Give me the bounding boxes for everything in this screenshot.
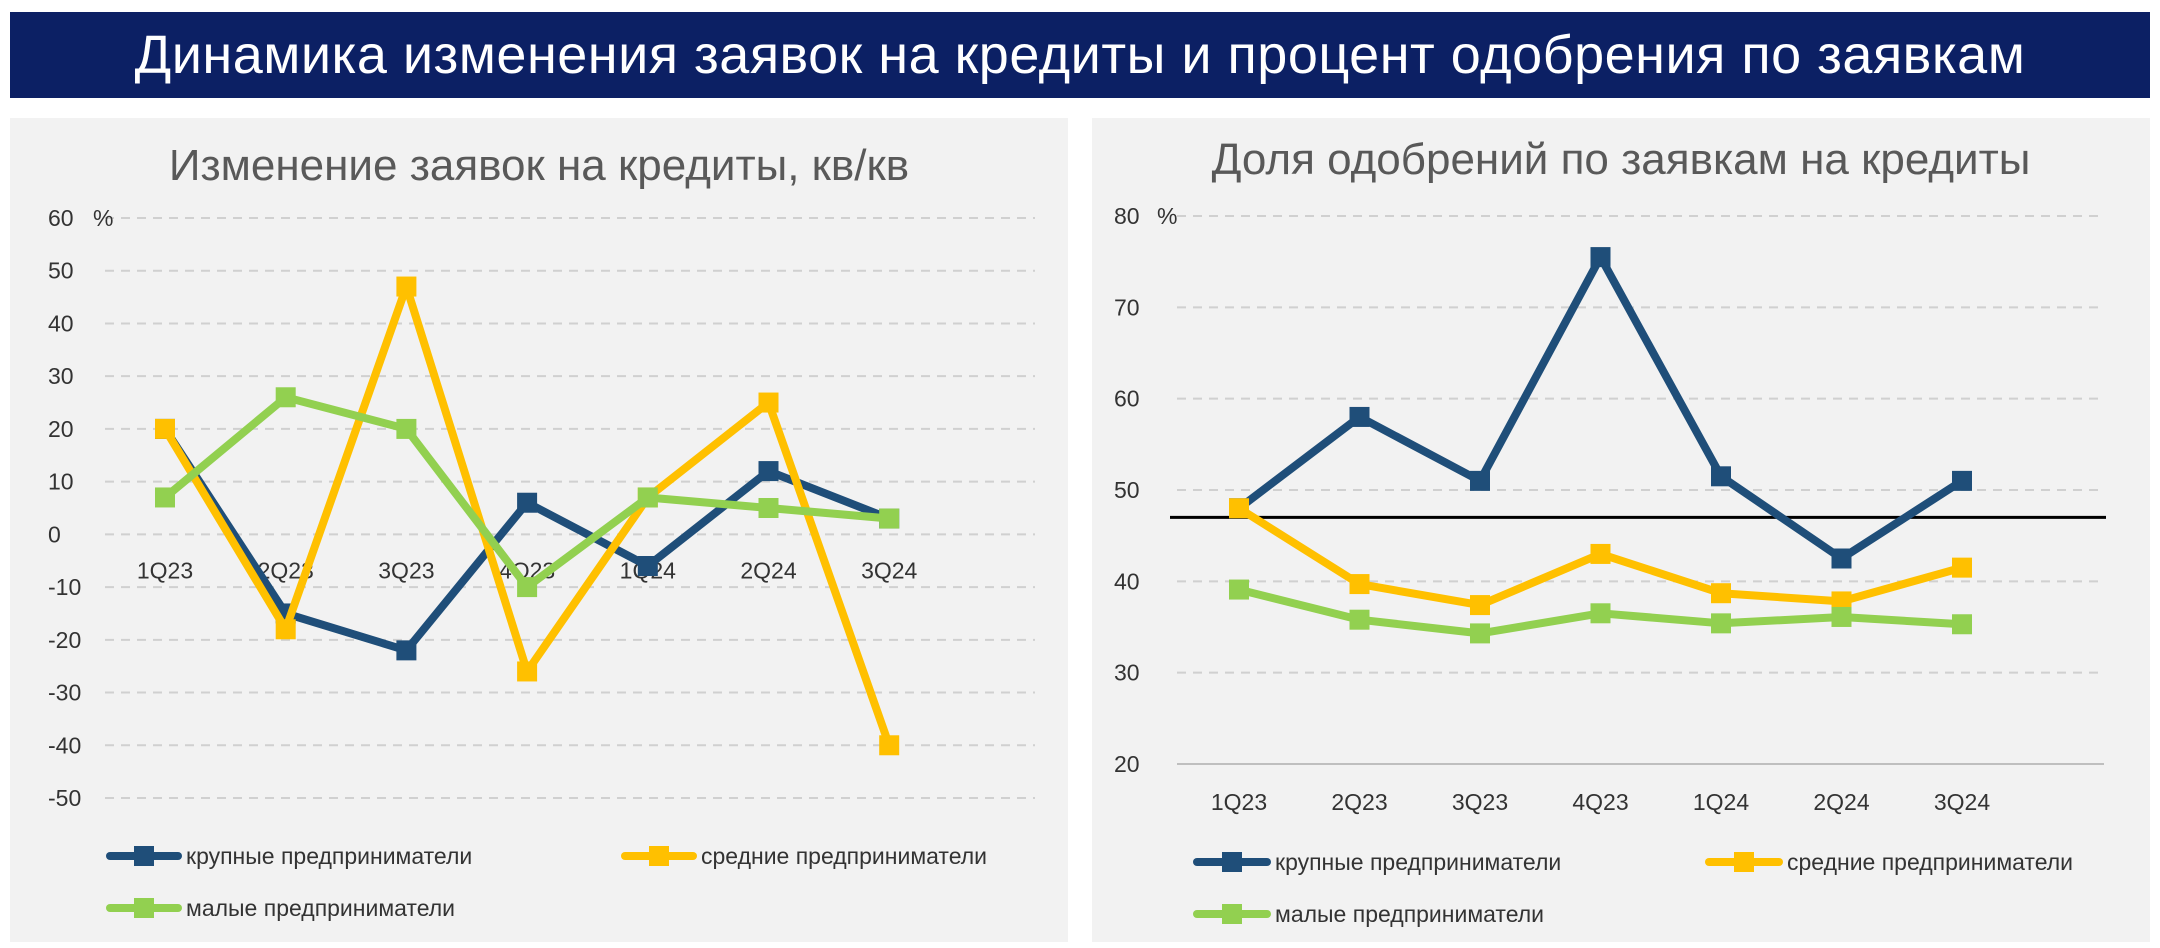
y-tick-label: 80 (1114, 203, 1140, 229)
data-point-marker (396, 276, 417, 297)
chart-title: Доля одобрений по заявкам на кредиты (1212, 135, 2031, 184)
y-unit-label: % (1157, 203, 1177, 229)
x-tick-label: 2Q24 (1813, 789, 1869, 815)
data-point-marker (1952, 614, 1972, 635)
data-point-marker (1952, 470, 1972, 491)
legend-label: крупные предприниматели (186, 843, 472, 869)
x-tick-label: 1Q23 (1211, 789, 1267, 815)
legend-marker (134, 898, 154, 918)
chart-title: Изменение заявок на кредиты, кв/кв (169, 141, 909, 190)
y-tick-label: 40 (48, 310, 74, 336)
data-point-marker (1711, 466, 1731, 487)
approval-share-chart: Доля одобрений по заявкам на кредиты 80 70… (1114, 135, 2106, 927)
data-point-marker (155, 418, 175, 439)
data-point-marker (275, 619, 296, 640)
data-point-marker (637, 487, 658, 508)
chart-panel-approval-share: Доля одобрений по заявкам на кредиты 80 70… (1092, 118, 2150, 942)
x-tick-label: 1Q23 (137, 557, 193, 583)
data-point-marker (1952, 557, 1972, 578)
data-point-marker (517, 661, 538, 682)
data-point-marker (396, 418, 417, 439)
y-tick-label: 60 (48, 205, 74, 231)
data-point-marker (879, 735, 900, 756)
data-point-marker (517, 492, 538, 513)
y-tick-label: 40 (1114, 568, 1140, 594)
data-point-marker (1349, 406, 1370, 427)
y-tick-label: 20 (48, 416, 74, 442)
y-tick-label: -50 (48, 785, 81, 811)
legend-marker (134, 846, 154, 866)
y-tick-label: -30 (48, 680, 81, 706)
data-point-marker (1470, 595, 1490, 616)
data-point-marker (879, 508, 900, 529)
x-tick-label: 2Q23 (1331, 789, 1387, 815)
data-point-marker (637, 556, 658, 576)
data-point-marker (1831, 606, 1852, 627)
applications-change-chart: Изменение заявок на кредиты, кв/кв 60 50 40… (48, 141, 1035, 921)
legend-marker (649, 846, 669, 866)
data-point-marker (1590, 543, 1611, 564)
x-tick-label: 3Q23 (378, 557, 434, 583)
data-point-marker (758, 498, 779, 518)
legend-label: средние предприниматели (701, 843, 987, 869)
y-tick-label: 50 (48, 258, 74, 284)
legend-label: средние предприниматели (1787, 849, 2073, 875)
x-tick-label: 3Q24 (1934, 789, 1990, 815)
data-point-marker (517, 577, 538, 598)
legend-label: малые предприниматели (1275, 901, 1544, 927)
data-point-marker (396, 640, 417, 661)
data-point-marker (1349, 574, 1370, 595)
legend-label: крупные предприниматели (1275, 849, 1561, 875)
data-point-marker (1229, 498, 1249, 519)
data-point-marker (1349, 609, 1370, 630)
x-tick-label: 2Q24 (740, 557, 796, 583)
data-point-marker (155, 487, 175, 508)
y-tick-label: -20 (48, 627, 81, 653)
legend-marker (1222, 852, 1242, 872)
y-tick-label: 0 (48, 521, 61, 547)
y-tick-label: 10 (48, 469, 74, 495)
data-point-marker (1470, 470, 1490, 491)
legend-marker (1222, 904, 1242, 924)
data-point-marker (1590, 603, 1611, 624)
series-line-1 (161, 424, 894, 655)
data-point-marker (1590, 247, 1611, 268)
y-tick-label: 20 (1114, 751, 1140, 777)
data-point-marker (1711, 613, 1731, 634)
y-tick-label: 50 (1114, 477, 1140, 503)
page-title: Динамика изменения заявок на кредиты и п… (134, 25, 2026, 85)
data-point-marker (275, 387, 296, 408)
data-point-marker (1831, 591, 1852, 612)
legend-label: малые предприниматели (186, 895, 455, 921)
data-point-marker (1831, 548, 1852, 569)
x-tick-label: 3Q23 (1452, 789, 1508, 815)
series-line-1 (1235, 253, 1966, 563)
y-tick-label: 30 (48, 363, 74, 389)
legend-marker (1734, 852, 1754, 872)
x-tick-label: 4Q23 (1572, 789, 1628, 815)
data-point-marker (1470, 623, 1490, 644)
y-unit-label: % (93, 205, 113, 231)
x-tick-label: 1Q24 (1693, 789, 1749, 815)
y-tick-label: 70 (1114, 294, 1140, 320)
data-point-marker (1711, 583, 1731, 604)
data-point-marker (758, 461, 779, 482)
y-tick-label: 60 (1114, 386, 1140, 412)
y-tick-label: -10 (48, 574, 81, 600)
data-point-marker (758, 392, 779, 413)
data-point-marker (1229, 579, 1249, 600)
y-tick-label: 30 (1114, 660, 1140, 686)
y-tick-label: -40 (48, 732, 81, 758)
x-tick-label: 3Q24 (861, 557, 917, 583)
chart-panel-applications-change: Изменение заявок на кредиты, кв/кв 60 50 40… (10, 118, 1068, 942)
title-banner: Динамика изменения заявок на кредиты и п… (10, 12, 2150, 98)
